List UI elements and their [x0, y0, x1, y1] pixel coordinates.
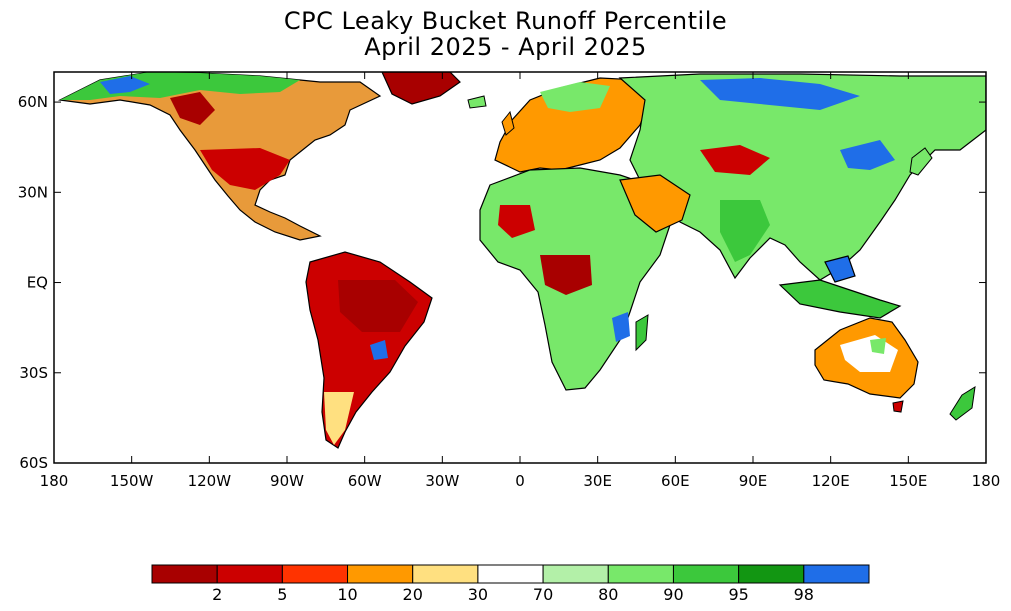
central-africa-dry [540, 255, 592, 295]
map-title: CPC Leaky Bucket Runoff Percentile [283, 7, 728, 35]
canada-dry-core [170, 92, 215, 125]
latitude-labels: 60N 30N EQ 30S 60S [18, 93, 48, 472]
colorbar-swatch [151, 564, 218, 584]
india-green [720, 200, 770, 262]
axis-ticks [53, 72, 987, 464]
greenland-landmass [381, 72, 461, 105]
central-asia-dry [700, 145, 770, 175]
longitude-tick-label: 30E [583, 472, 612, 490]
new-zealand-landmass [949, 386, 976, 421]
patagonia-mixed [324, 392, 354, 445]
colorbar-swatch [607, 564, 674, 584]
arabia-landmass [619, 174, 691, 233]
siberia-wet [700, 78, 860, 110]
longitude-tick-label: 150W [110, 472, 154, 490]
colorbar-label: 90 [663, 585, 683, 604]
longitude-tick-label: 60E [661, 472, 690, 490]
map-land-layer [57, 72, 986, 449]
latitude-tick-label: 30N [18, 183, 48, 201]
colorbar-swatch [542, 564, 609, 584]
colorbar-swatch [216, 564, 283, 584]
map-subtitle: April 2025 - April 2025 [364, 33, 647, 61]
iceland-landmass [467, 95, 487, 109]
colorbar: 2 5 10 20 30 70 80 90 95 98 [151, 564, 870, 604]
alaska-wet-patch [100, 76, 150, 94]
sahel-dry [498, 205, 535, 238]
longitude-tick-label: 180 [40, 472, 69, 490]
longitude-labels: 180 150W 120W 90W 60W 30W 0 30E 60E 90E 120E 150E 18… [40, 472, 1001, 490]
colorbar-label: 20 [403, 585, 423, 604]
colorbar-label: 5 [277, 585, 287, 604]
colorbar-label: 30 [468, 585, 488, 604]
latitude-tick-label: 30S [19, 364, 48, 382]
latitude-tick-label: 60N [18, 93, 48, 111]
usa-dry-core [200, 148, 290, 190]
uk-landmass [501, 110, 515, 136]
colorbar-label: 80 [598, 585, 618, 604]
colorbar-swatch [281, 564, 349, 584]
scandinavia-green [540, 82, 610, 112]
colorbar-swatch [412, 564, 479, 584]
longitude-tick-label: 180 [972, 472, 1001, 490]
colorbar-label: 10 [337, 585, 357, 604]
longitude-tick-label: 60W [348, 472, 382, 490]
australia-green-patch [870, 338, 886, 354]
colorbar-label: 95 [728, 585, 748, 604]
tasmania-landmass [892, 400, 904, 413]
borneo-landmass [824, 255, 856, 283]
south-america-dry-core [338, 280, 418, 332]
japan-landmass [909, 147, 933, 176]
longitude-tick-label: 90E [739, 472, 768, 490]
colorbar-label: 98 [794, 585, 814, 604]
colorbar-label: 2 [212, 585, 222, 604]
south-america-wet-patch [370, 340, 388, 360]
colorbar-label: 70 [533, 585, 553, 604]
longitude-tick-label: 30W [425, 472, 459, 490]
colorbar-swatch [738, 564, 805, 584]
longitude-tick-label: 120E [812, 472, 850, 490]
colorbar-swatch [672, 564, 740, 584]
latitude-tick-label: 60S [19, 454, 48, 472]
longitude-tick-label: 90W [270, 472, 304, 490]
colorbar-swatch [477, 564, 544, 584]
longitude-tick-label: 0 [515, 472, 525, 490]
maritime-asia-landmass [778, 279, 902, 319]
china-wet [840, 140, 895, 170]
colorbar-swatch [347, 564, 414, 584]
madagascar-landmass [635, 314, 649, 352]
africa-wet-patch [612, 312, 630, 342]
longitude-tick-label: 150E [889, 472, 927, 490]
longitude-tick-label: 120W [188, 472, 232, 490]
colorbar-swatch [803, 564, 870, 584]
latitude-tick-label: EQ [27, 274, 48, 292]
